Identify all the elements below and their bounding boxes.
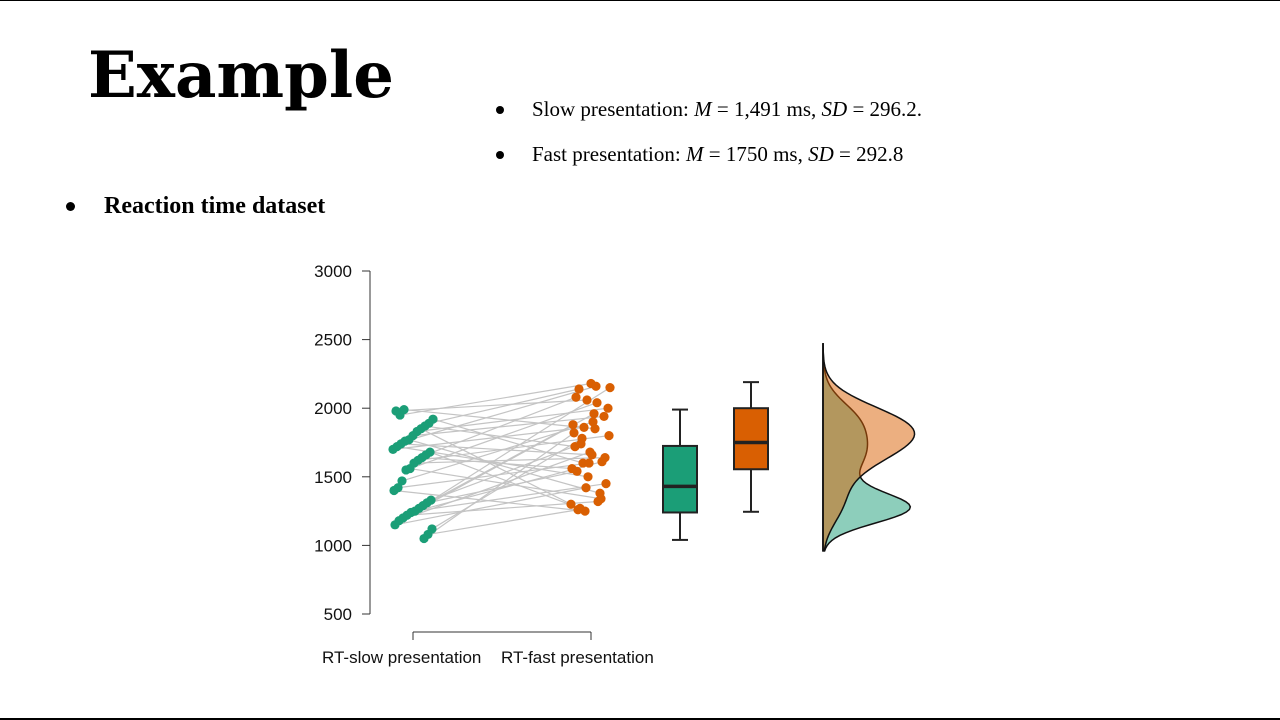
raincloud-chart: 500 1000 1500 2000 2500 3000 RT-slow presentat…: [314, 262, 916, 667]
y-tick-label: 2000: [314, 399, 352, 418]
pair-line: [430, 443, 582, 501]
fast-point: [591, 381, 601, 391]
pair-line: [404, 385, 597, 442]
pair-line: [425, 396, 577, 456]
slow-point: [389, 485, 399, 496]
fast-point: [572, 466, 582, 476]
fast-point: [569, 428, 579, 438]
pair-line: [405, 402, 598, 471]
fast-point: [579, 422, 589, 433]
fast-point: [601, 479, 611, 489]
y-tick-label: 3000: [314, 262, 352, 281]
y-tick-label: 1500: [314, 468, 352, 487]
slow-point: [388, 444, 398, 454]
bottom-border: [0, 718, 1280, 720]
fast-point: [605, 383, 615, 393]
section-heading-text: Reaction time dataset: [104, 193, 326, 219]
fast-point: [568, 420, 578, 430]
fast-box: [733, 407, 769, 471]
x-tick-label: RT-slow presentation: [322, 648, 481, 667]
fast-point: [577, 433, 587, 443]
pair-line: [400, 443, 593, 456]
fast-point: [581, 483, 591, 493]
fast-point: [585, 447, 595, 457]
fast-point: [593, 496, 603, 507]
fast-point: [589, 409, 599, 419]
slow-point: [397, 476, 407, 486]
bullet-dot: [496, 151, 504, 159]
y-tick-label: 2500: [314, 331, 352, 350]
stat-slow-text: Slow presentation: M = 1,491 ms, SD = 29…: [532, 97, 923, 121]
bullet-dot: [66, 202, 75, 211]
pair-line: [403, 408, 596, 430]
fast-point: [584, 458, 594, 468]
pair-line: [409, 467, 602, 500]
pair-line: [423, 432, 575, 540]
fast-point: [580, 506, 590, 516]
pair-line: [394, 487, 587, 526]
fast-point: [574, 384, 584, 394]
pair-line: [412, 415, 605, 437]
slow-point: [419, 533, 429, 544]
y-tick-label: 1000: [314, 536, 352, 555]
stat-fast-text: Fast presentation: M = 1750 ms, SD = 292…: [532, 142, 904, 166]
fast-density: [822, 342, 916, 552]
fast-point: [604, 431, 614, 441]
pair-line: [431, 437, 583, 530]
fast-point: [566, 499, 576, 509]
bullet-dot: [496, 106, 504, 114]
slow-point: [391, 406, 401, 416]
fast-point: [571, 392, 581, 402]
pair-line: [428, 388, 580, 424]
pair-line: [395, 399, 588, 412]
pair-line: [397, 462, 590, 489]
slow-point: [390, 520, 400, 530]
fast-point: [588, 417, 598, 427]
fast-point: [573, 505, 583, 515]
y-tick-label: 500: [324, 605, 352, 624]
fast-point: [599, 411, 609, 422]
pair-line: [418, 387, 611, 509]
slide-title: Example: [88, 38, 394, 113]
fast-point: [582, 395, 592, 405]
pair-line: [392, 426, 585, 450]
pair-line: [427, 509, 579, 536]
slow-box: [662, 444, 698, 514]
fast-point: [583, 472, 593, 482]
slow-point: [401, 465, 411, 475]
pair-line: [416, 407, 609, 433]
fast-point: [603, 403, 613, 413]
x-tick-label: RT-fast presentation: [501, 648, 654, 667]
pair-line: [398, 451, 591, 522]
top-border: [0, 0, 1280, 1]
pair-line: [399, 382, 592, 416]
pair-line: [406, 500, 599, 516]
fast-point: [597, 457, 607, 467]
fast-point: [592, 398, 602, 408]
pair-line: [421, 456, 573, 470]
pair-line: [414, 483, 607, 512]
